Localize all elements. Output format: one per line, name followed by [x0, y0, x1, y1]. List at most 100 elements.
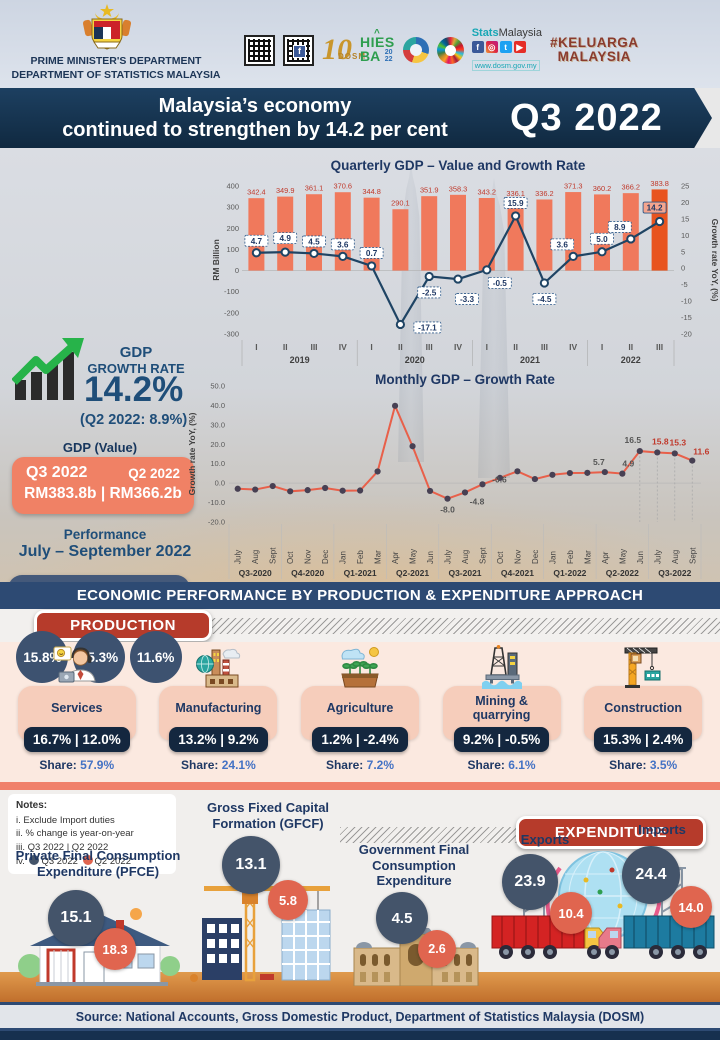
exports-q2-circle: 10.4 — [550, 892, 592, 934]
svg-text:16.5: 16.5 — [625, 435, 642, 445]
quarter-label: Q3 2022 — [510, 96, 663, 139]
gfcf-title: Gross Fixed Capital Formation (GFCF) — [206, 800, 330, 831]
svg-text:Aug: Aug — [671, 550, 680, 564]
svg-text:Jan: Jan — [339, 551, 348, 564]
svg-text:III: III — [310, 342, 317, 352]
facebook-icon[interactable]: f — [471, 40, 484, 53]
svg-text:344.8: 344.8 — [362, 187, 381, 196]
svg-text:2019: 2019 — [290, 355, 310, 365]
svg-text:0: 0 — [681, 264, 685, 273]
exports-title: Exports — [520, 832, 570, 847]
svg-text:Feb: Feb — [566, 550, 575, 564]
expenditure-label: EXPENDITURE — [516, 816, 706, 849]
svg-text:5.0: 5.0 — [596, 235, 608, 244]
hatch-strip — [200, 618, 720, 634]
svg-text:20.0: 20.0 — [210, 440, 225, 449]
svg-text:May: May — [618, 549, 627, 564]
svg-text:15: 15 — [681, 214, 689, 223]
youtube-icon[interactable]: ▶ — [513, 40, 526, 53]
svg-text:-17.1: -17.1 — [418, 323, 437, 332]
gov-title: Government Final Consumption Expenditure — [358, 842, 470, 889]
qr-code-icon[interactable] — [244, 34, 275, 66]
svg-text:I: I — [370, 342, 372, 352]
header: PRIME MINISTER'S DEPARTMENT DEPARTMENT O… — [0, 0, 720, 88]
svg-text:-2.5: -2.5 — [422, 288, 437, 297]
svg-text:III: III — [656, 342, 663, 352]
note-item: iii. Q3 2022 | Q2 2022 — [16, 842, 109, 854]
svg-text:I: I — [601, 342, 603, 352]
svg-text:5.7: 5.7 — [593, 457, 605, 467]
svg-text:25: 25 — [681, 182, 689, 191]
svg-text:Q4-2020: Q4-2020 — [291, 568, 324, 578]
sector-change: 9.2% | -0.5% — [453, 727, 550, 752]
svg-text:290.1: 290.1 — [391, 199, 410, 208]
title-line2: continued to strengthen by 14.2 per cent — [62, 119, 448, 141]
svg-text:40.0: 40.0 — [210, 401, 225, 410]
gov-q2-circle: 2.6 — [418, 930, 456, 968]
performance-title: Performance — [63, 527, 147, 542]
sector-card-manufacturing: Manufacturing 13.2% | 9.2% Share: 24.1% — [152, 642, 284, 782]
svg-text:II: II — [283, 342, 288, 352]
svg-text:-100: -100 — [224, 287, 239, 296]
svg-text:RM Billion: RM Billion — [212, 239, 221, 281]
svg-text:383.8: 383.8 — [650, 179, 669, 188]
svg-text:July: July — [653, 550, 662, 564]
gfcf-q3-circle: 13.1 — [222, 836, 280, 894]
svg-text:2022: 2022 — [621, 355, 641, 365]
svg-text:15.8: 15.8 — [652, 436, 669, 446]
svg-text:Mar: Mar — [583, 550, 592, 564]
svg-text:Sept: Sept — [478, 547, 487, 564]
dept-line1: PRIME MINISTER'S DEPARTMENT — [30, 55, 202, 67]
source-footer: Source: National Accounts, Gross Domesti… — [0, 1002, 720, 1031]
gdp-value-title: GDP (Value) — [62, 440, 138, 455]
sector-share: Share: 7.2% — [325, 758, 395, 772]
hies-ba-2022-logo: ^ HIES BA 20 22 — [360, 28, 395, 64]
svg-text:-300: -300 — [224, 330, 239, 339]
gdp-value-box: Q3 2022 Q2 2022 RM383.8b | RM366.2b — [12, 457, 194, 514]
title-line1: Malaysia’s economy — [158, 95, 352, 117]
svg-text:I: I — [255, 342, 257, 352]
qr-code-facebook-icon[interactable]: f — [283, 34, 314, 66]
svg-text:II: II — [398, 342, 403, 352]
svg-text:II: II — [628, 342, 633, 352]
svg-text:Q1-2021: Q1-2021 — [344, 568, 377, 578]
instagram-icon[interactable]: ◎ — [485, 40, 498, 53]
svg-text:342.4: 342.4 — [247, 188, 266, 197]
notes-title: Notes: — [16, 800, 48, 811]
svg-text:30.0: 30.0 — [210, 420, 225, 429]
svg-text:Sept: Sept — [688, 547, 697, 564]
gdp-value-q3-label: Q3 2022 — [26, 464, 88, 481]
svg-text:Aug: Aug — [251, 550, 260, 564]
svg-text:5: 5 — [681, 247, 685, 256]
svg-text:200: 200 — [226, 224, 239, 233]
title-banner: Malaysia’s economy continued to strength… — [0, 88, 712, 148]
svg-text:-0.6: -0.6 — [492, 474, 507, 484]
sector-change: 16.7% | 12.0% — [23, 727, 130, 752]
dosm-10th-anniversary-logo: 10 DOSM — [322, 33, 366, 66]
notes-box: Notes: i. Exclude Import duties ii. % ch… — [8, 794, 176, 874]
twitter-icon[interactable]: t — [499, 40, 512, 53]
svg-text:4.9: 4.9 — [622, 459, 634, 469]
department-title: PRIME MINISTER'S DEPARTMENT DEPARTMENT O… — [10, 54, 222, 82]
svg-text:III: III — [426, 342, 433, 352]
svg-text:July: July — [234, 550, 243, 564]
svg-text:-10.0: -10.0 — [208, 498, 225, 507]
website-link[interactable]: www.dosm.gov.my — [471, 59, 540, 71]
svg-text:Apr: Apr — [391, 551, 400, 564]
imports-title: Imports — [638, 822, 686, 837]
svg-text:Mar: Mar — [374, 550, 383, 564]
section-divider — [0, 782, 720, 790]
svg-text:349.9: 349.9 — [276, 186, 295, 195]
svg-text:358.3: 358.3 — [449, 184, 468, 193]
sector-name: Construction — [604, 701, 683, 716]
svg-text:Q3-2022: Q3-2022 — [658, 568, 691, 578]
sector-name: Services — [51, 701, 103, 716]
svg-text:370.6: 370.6 — [334, 182, 353, 191]
svg-text:Jun: Jun — [636, 551, 645, 564]
sector-name: Agriculture — [326, 701, 394, 716]
svg-text:Q1-2022: Q1-2022 — [553, 568, 586, 578]
stats-malaysia-brand: StatsMalaysia — [471, 26, 542, 39]
svg-text:50.0: 50.0 — [210, 382, 225, 391]
svg-text:343.2: 343.2 — [478, 188, 497, 197]
